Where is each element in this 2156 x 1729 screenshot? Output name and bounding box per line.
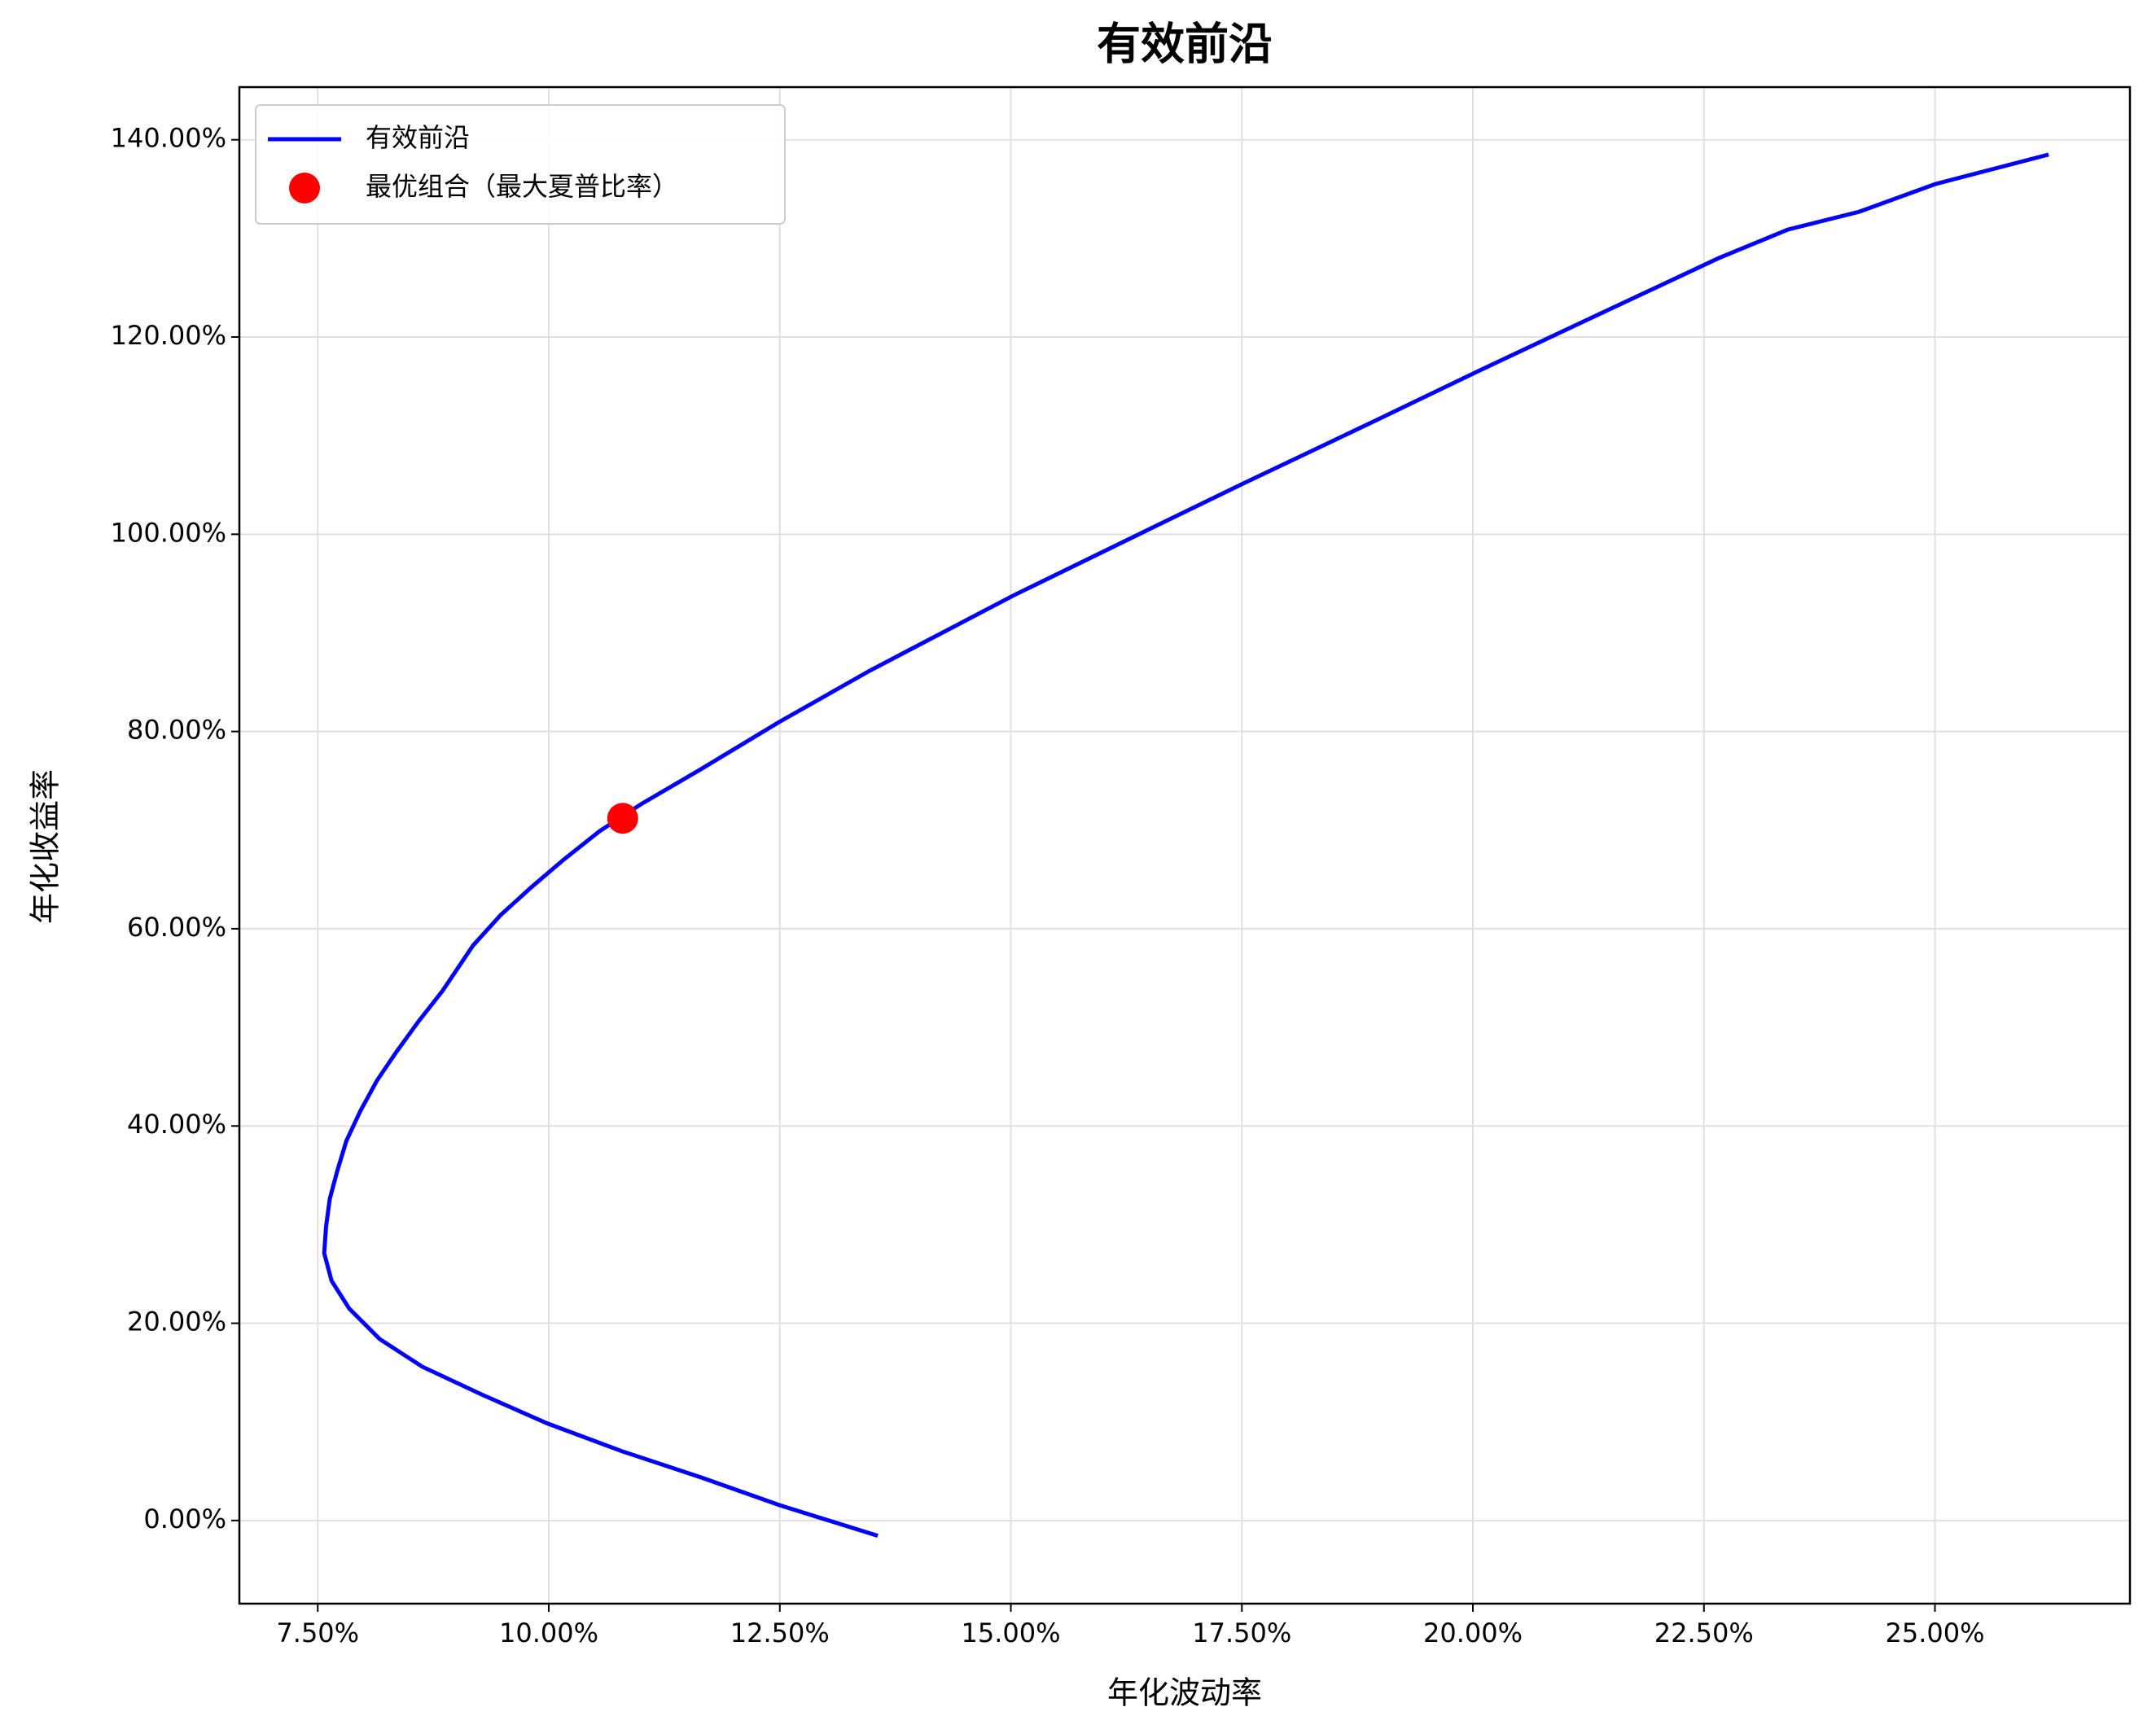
y-tick-label: 100.00% (111, 517, 226, 548)
y-axis-label: 年化收益率 (28, 769, 64, 924)
x-tick-label: 22.50% (1654, 1617, 1754, 1648)
chart-title: 有效前沿 (1097, 19, 1273, 70)
y-tick-label: 60.00% (127, 912, 226, 943)
x-tick-label: 7.50% (276, 1617, 359, 1648)
x-tick-label: 17.50% (1192, 1617, 1291, 1648)
x-tick-label: 25.00% (1886, 1617, 1985, 1648)
legend-label: 最优组合（最大夏普比率） (366, 171, 678, 202)
frontier-line (322, 152, 2049, 1539)
x-tick-label: 12.50% (730, 1617, 830, 1648)
y-tick-label: 0.00% (143, 1504, 226, 1534)
plot-frame (238, 85, 2132, 1605)
y-tick-label: 120.00% (111, 320, 226, 351)
legend-label: 有效前沿 (366, 122, 470, 153)
y-tick-label: 40.00% (127, 1109, 226, 1140)
x-axis-label: 年化波动率 (1107, 1675, 1262, 1711)
y-tick-label: 80.00% (127, 715, 226, 746)
x-tick-label: 20.00% (1423, 1617, 1523, 1648)
scatter-point (607, 803, 638, 834)
legend-box (255, 104, 786, 225)
legend-swatch (289, 173, 320, 204)
y-tick-label: 140.00% (111, 123, 226, 154)
x-tick-label: 10.00% (499, 1617, 598, 1648)
y-tick-label: 20.00% (127, 1307, 226, 1337)
x-tick-label: 15.00% (961, 1617, 1060, 1648)
